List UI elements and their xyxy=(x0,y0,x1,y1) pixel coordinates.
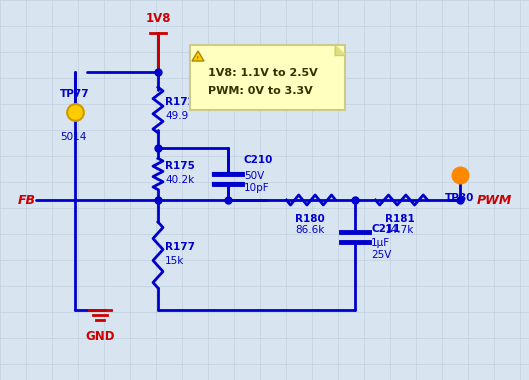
Text: C210: C210 xyxy=(244,155,273,165)
Text: 25V: 25V xyxy=(371,250,391,260)
Text: 50V: 50V xyxy=(244,171,264,181)
FancyBboxPatch shape xyxy=(190,45,345,110)
Text: 1μF: 1μF xyxy=(371,238,390,248)
Text: TP80: TP80 xyxy=(445,193,475,203)
Text: 15k: 15k xyxy=(165,256,185,266)
Text: PWM: 0V to 3.3V: PWM: 0V to 3.3V xyxy=(208,86,313,96)
Text: TP77: TP77 xyxy=(60,89,90,99)
Text: 14.7k: 14.7k xyxy=(385,225,415,235)
Polygon shape xyxy=(192,51,204,61)
Text: R180: R180 xyxy=(295,214,325,224)
Text: R175: R175 xyxy=(165,161,195,171)
Text: 10pF: 10pF xyxy=(244,183,270,193)
Text: 1V8: 1.1V to 2.5V: 1V8: 1.1V to 2.5V xyxy=(208,68,318,78)
Text: 49.9: 49.9 xyxy=(165,111,188,121)
Text: C211: C211 xyxy=(371,224,400,234)
Text: 5014: 5014 xyxy=(60,132,86,142)
Text: FB: FB xyxy=(18,193,36,206)
Text: !: ! xyxy=(196,56,199,62)
Text: R172: R172 xyxy=(165,97,195,107)
Text: 86.6k: 86.6k xyxy=(295,225,325,235)
Text: R177: R177 xyxy=(165,242,195,252)
Polygon shape xyxy=(335,45,345,55)
Text: 40.2k: 40.2k xyxy=(165,175,194,185)
Text: R181: R181 xyxy=(385,214,415,224)
Text: 1V8: 1V8 xyxy=(145,12,171,25)
Text: PWM: PWM xyxy=(477,193,512,206)
Text: GND: GND xyxy=(85,330,115,343)
